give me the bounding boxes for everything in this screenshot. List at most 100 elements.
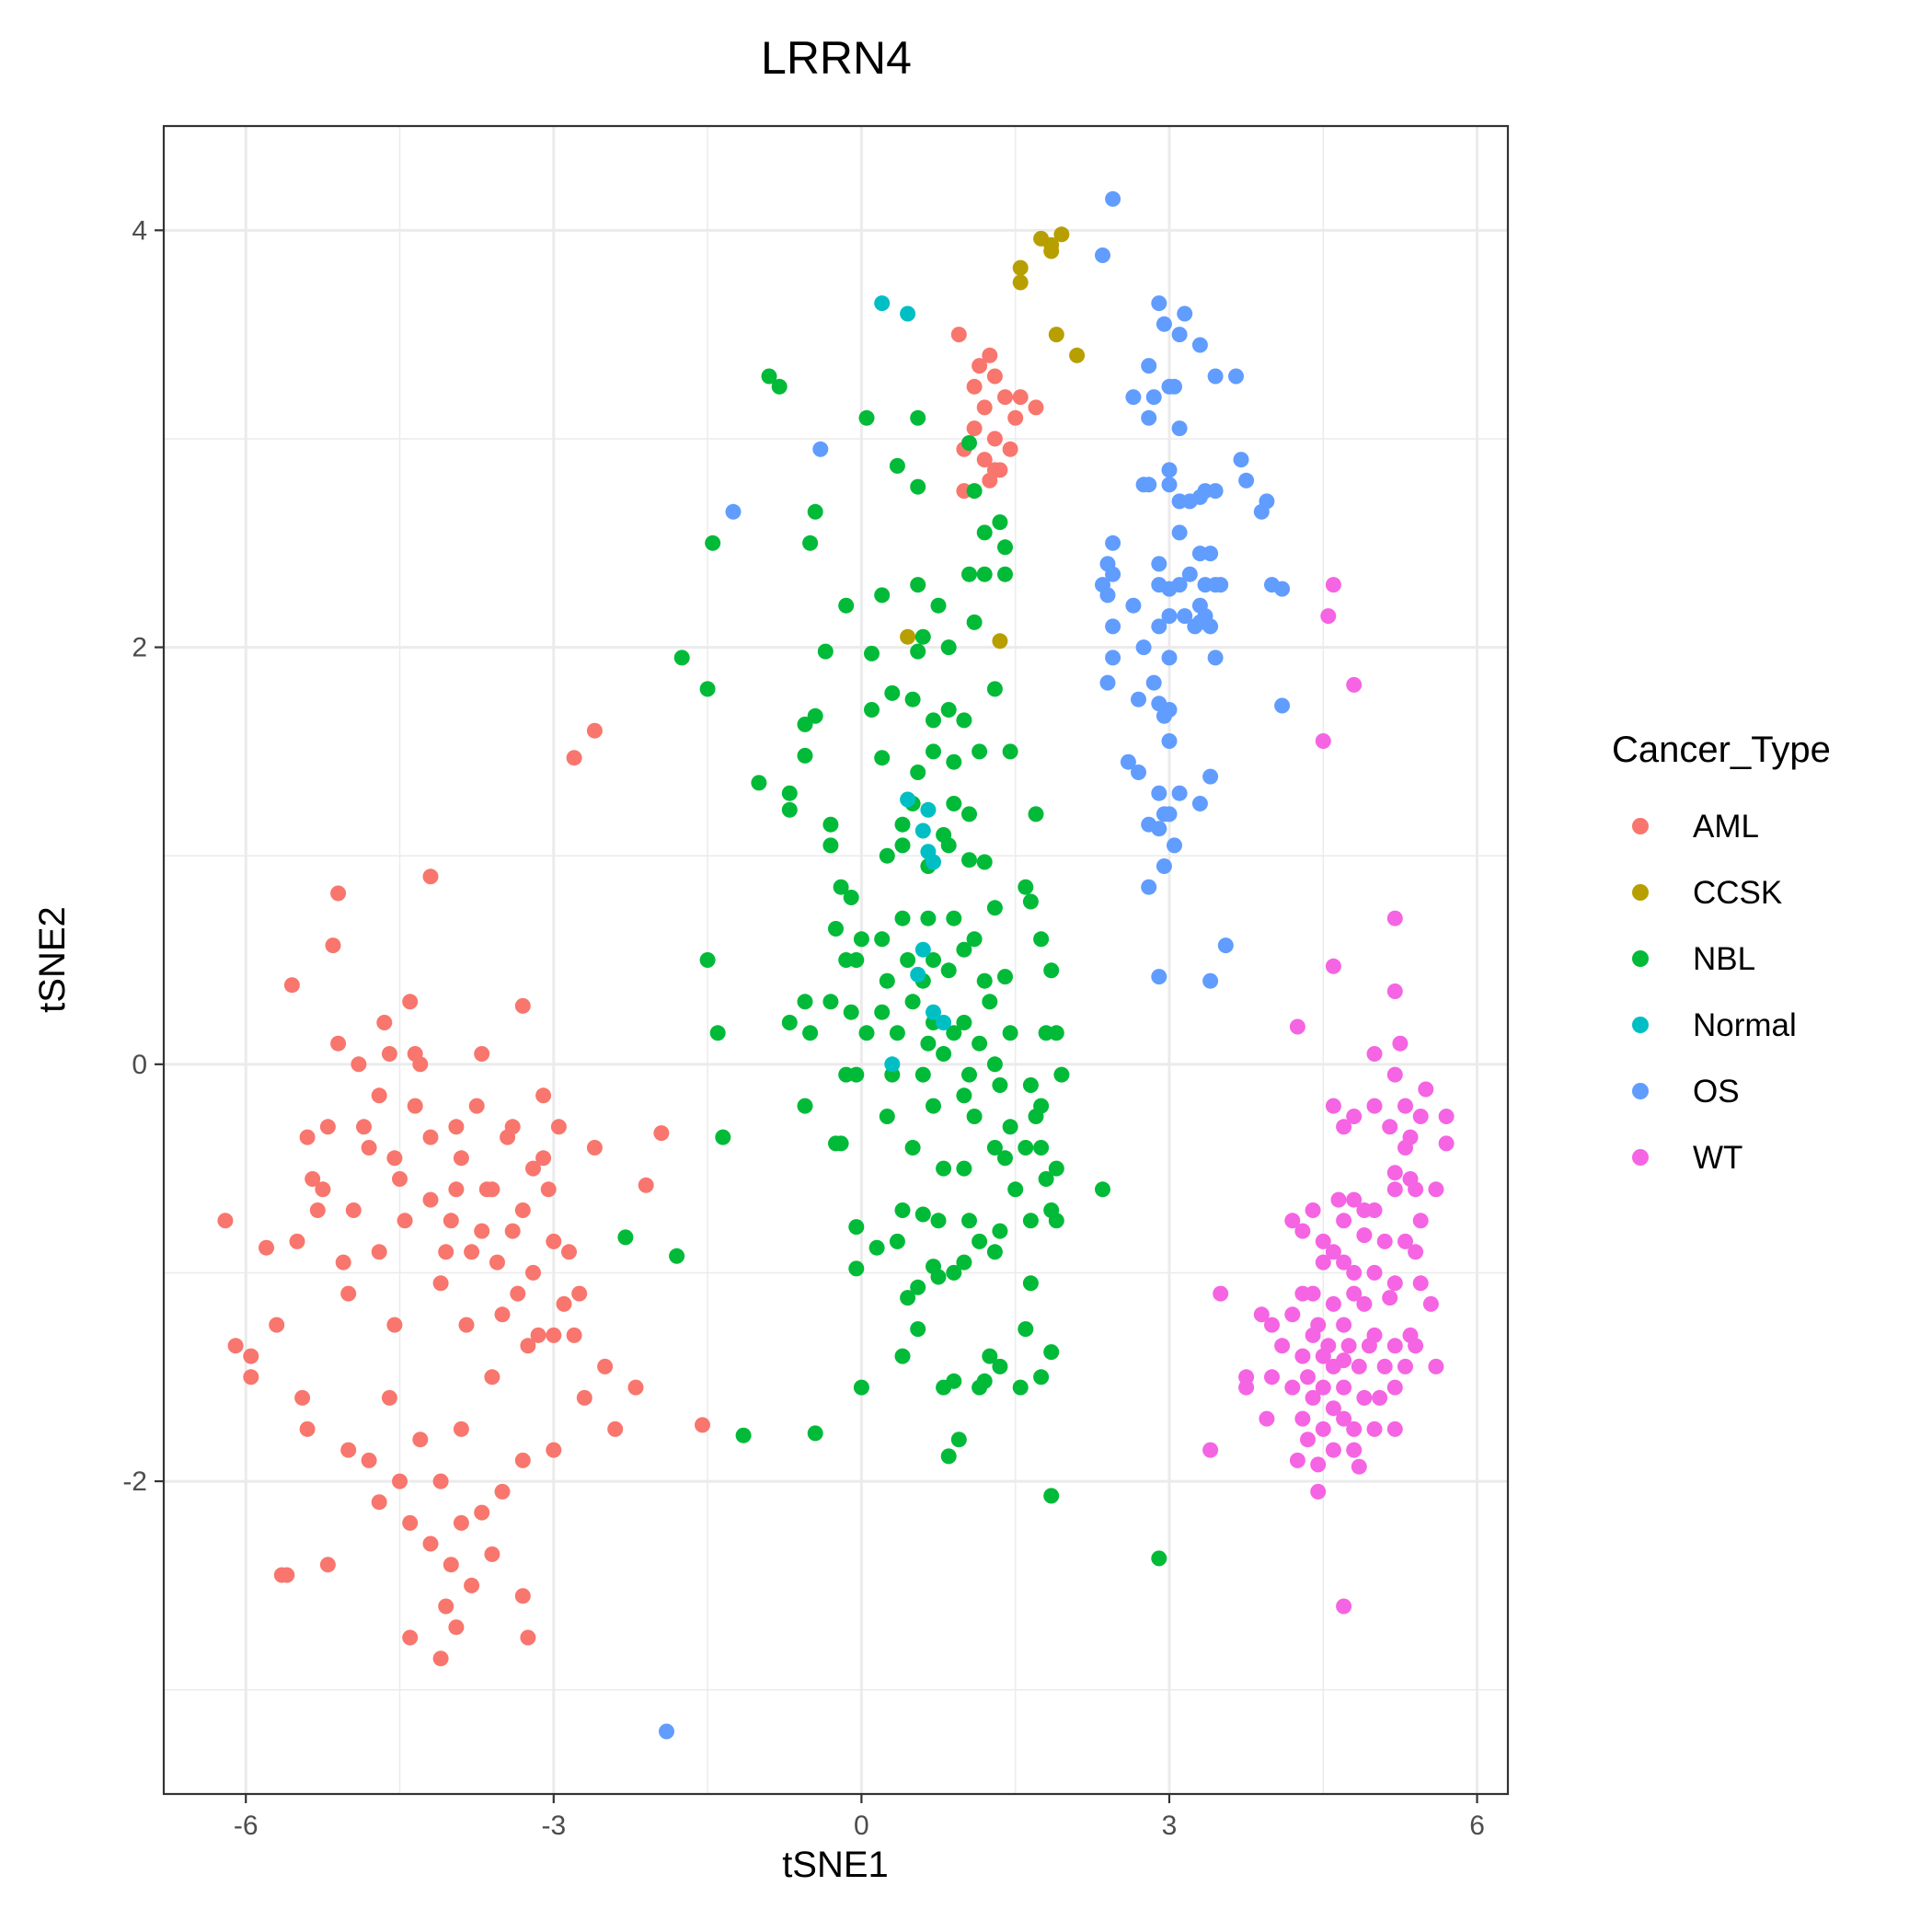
data-point: [920, 910, 937, 926]
data-point: [1033, 1369, 1050, 1386]
data-point: [797, 747, 813, 764]
data-point: [914, 628, 931, 645]
data-point: [1191, 796, 1208, 811]
data-point: [1105, 650, 1121, 666]
data-point: [1018, 1140, 1034, 1156]
data-point: [1386, 1379, 1403, 1396]
data-point: [992, 514, 1008, 531]
data-point: [586, 1140, 603, 1156]
data-point: [1294, 1223, 1311, 1239]
x-tick-label: 6: [1469, 1811, 1485, 1841]
data-point: [926, 1004, 941, 1020]
data-point: [946, 1373, 962, 1389]
data-point: [1151, 1550, 1167, 1567]
data-point: [1346, 1109, 1363, 1124]
data-point: [879, 1109, 895, 1124]
data-point: [381, 1046, 397, 1062]
legend-label: OS: [1693, 1074, 1740, 1110]
data-point: [705, 535, 721, 551]
data-point: [1048, 1213, 1064, 1229]
data-point: [961, 566, 977, 582]
data-point: [992, 633, 1008, 650]
data-point: [1202, 618, 1219, 635]
data-point: [1145, 674, 1162, 691]
data-point: [484, 1546, 500, 1562]
data-point: [597, 1358, 614, 1374]
data-point: [1156, 316, 1172, 332]
data-point: [1151, 785, 1167, 801]
data-point: [946, 1025, 962, 1041]
x-axis-title: tSNE1: [782, 1845, 889, 1885]
legend-key: [1632, 1083, 1649, 1099]
data-point: [432, 1473, 449, 1489]
data-point: [1207, 650, 1224, 666]
data-point: [520, 1629, 536, 1646]
data-point: [904, 994, 921, 1010]
data-point: [1069, 347, 1086, 363]
data-point: [936, 1046, 952, 1062]
data-point: [1330, 1191, 1347, 1208]
data-point: [535, 1087, 552, 1104]
axis-ticks: -6 -3 0 3 6 -2 0 2 4: [122, 215, 1485, 1841]
data-point: [992, 1358, 1008, 1374]
data-point: [1053, 1066, 1070, 1083]
legend-label: WT: [1693, 1140, 1742, 1176]
data-point: [566, 750, 582, 766]
data-point: [874, 750, 891, 766]
legend-label: AML: [1693, 809, 1759, 845]
data-point: [910, 409, 926, 426]
data-point: [448, 1119, 465, 1135]
data-point: [961, 852, 977, 868]
series-normal: [874, 295, 952, 1073]
data-point: [1131, 765, 1146, 780]
legend-item-nbl: NBL: [1632, 941, 1755, 977]
data-point: [340, 1442, 357, 1458]
data-point: [1325, 1358, 1341, 1374]
data-point: [1171, 524, 1188, 541]
data-point: [1002, 743, 1018, 760]
data-point: [864, 702, 880, 718]
data-point: [1145, 389, 1162, 406]
data-point: [715, 1129, 731, 1145]
data-point: [894, 816, 911, 833]
data-point: [468, 1098, 485, 1114]
data-point: [889, 1233, 905, 1249]
data-point: [1376, 1233, 1393, 1249]
y-tick-label: 2: [132, 633, 147, 663]
data-point: [894, 837, 911, 854]
data-point: [1213, 1285, 1229, 1302]
series-wt: [1202, 577, 1455, 1615]
data-point: [946, 753, 962, 770]
data-point: [422, 1129, 439, 1145]
data-point: [972, 358, 988, 374]
data-point: [735, 1427, 752, 1443]
data-point: [976, 1373, 993, 1389]
data-point: [556, 1295, 572, 1312]
data-point: [1361, 1338, 1377, 1354]
data-point: [335, 1254, 351, 1271]
data-point: [1305, 1285, 1321, 1302]
data-points: [217, 190, 1455, 1740]
data-point: [1033, 1098, 1050, 1114]
data-point: [392, 1171, 408, 1187]
data-point: [1305, 1202, 1321, 1218]
data-point: [325, 937, 341, 954]
data-point: [920, 801, 937, 818]
data-point: [1002, 1119, 1018, 1135]
data-point: [546, 1233, 562, 1249]
data-point: [900, 791, 916, 808]
data-point: [432, 1275, 449, 1292]
data-point: [940, 702, 957, 718]
data-point: [1095, 1181, 1110, 1198]
data-point: [1418, 1081, 1434, 1098]
data-point: [1007, 1181, 1024, 1198]
data-point: [1043, 1344, 1060, 1361]
data-point: [868, 1239, 885, 1256]
data-point: [874, 1004, 891, 1020]
data-point: [1325, 577, 1341, 593]
data-point: [1043, 962, 1060, 979]
data-point: [371, 1244, 387, 1260]
data-point: [484, 1369, 500, 1386]
legend-title: Cancer_Type: [1612, 730, 1831, 770]
data-point: [525, 1264, 541, 1281]
